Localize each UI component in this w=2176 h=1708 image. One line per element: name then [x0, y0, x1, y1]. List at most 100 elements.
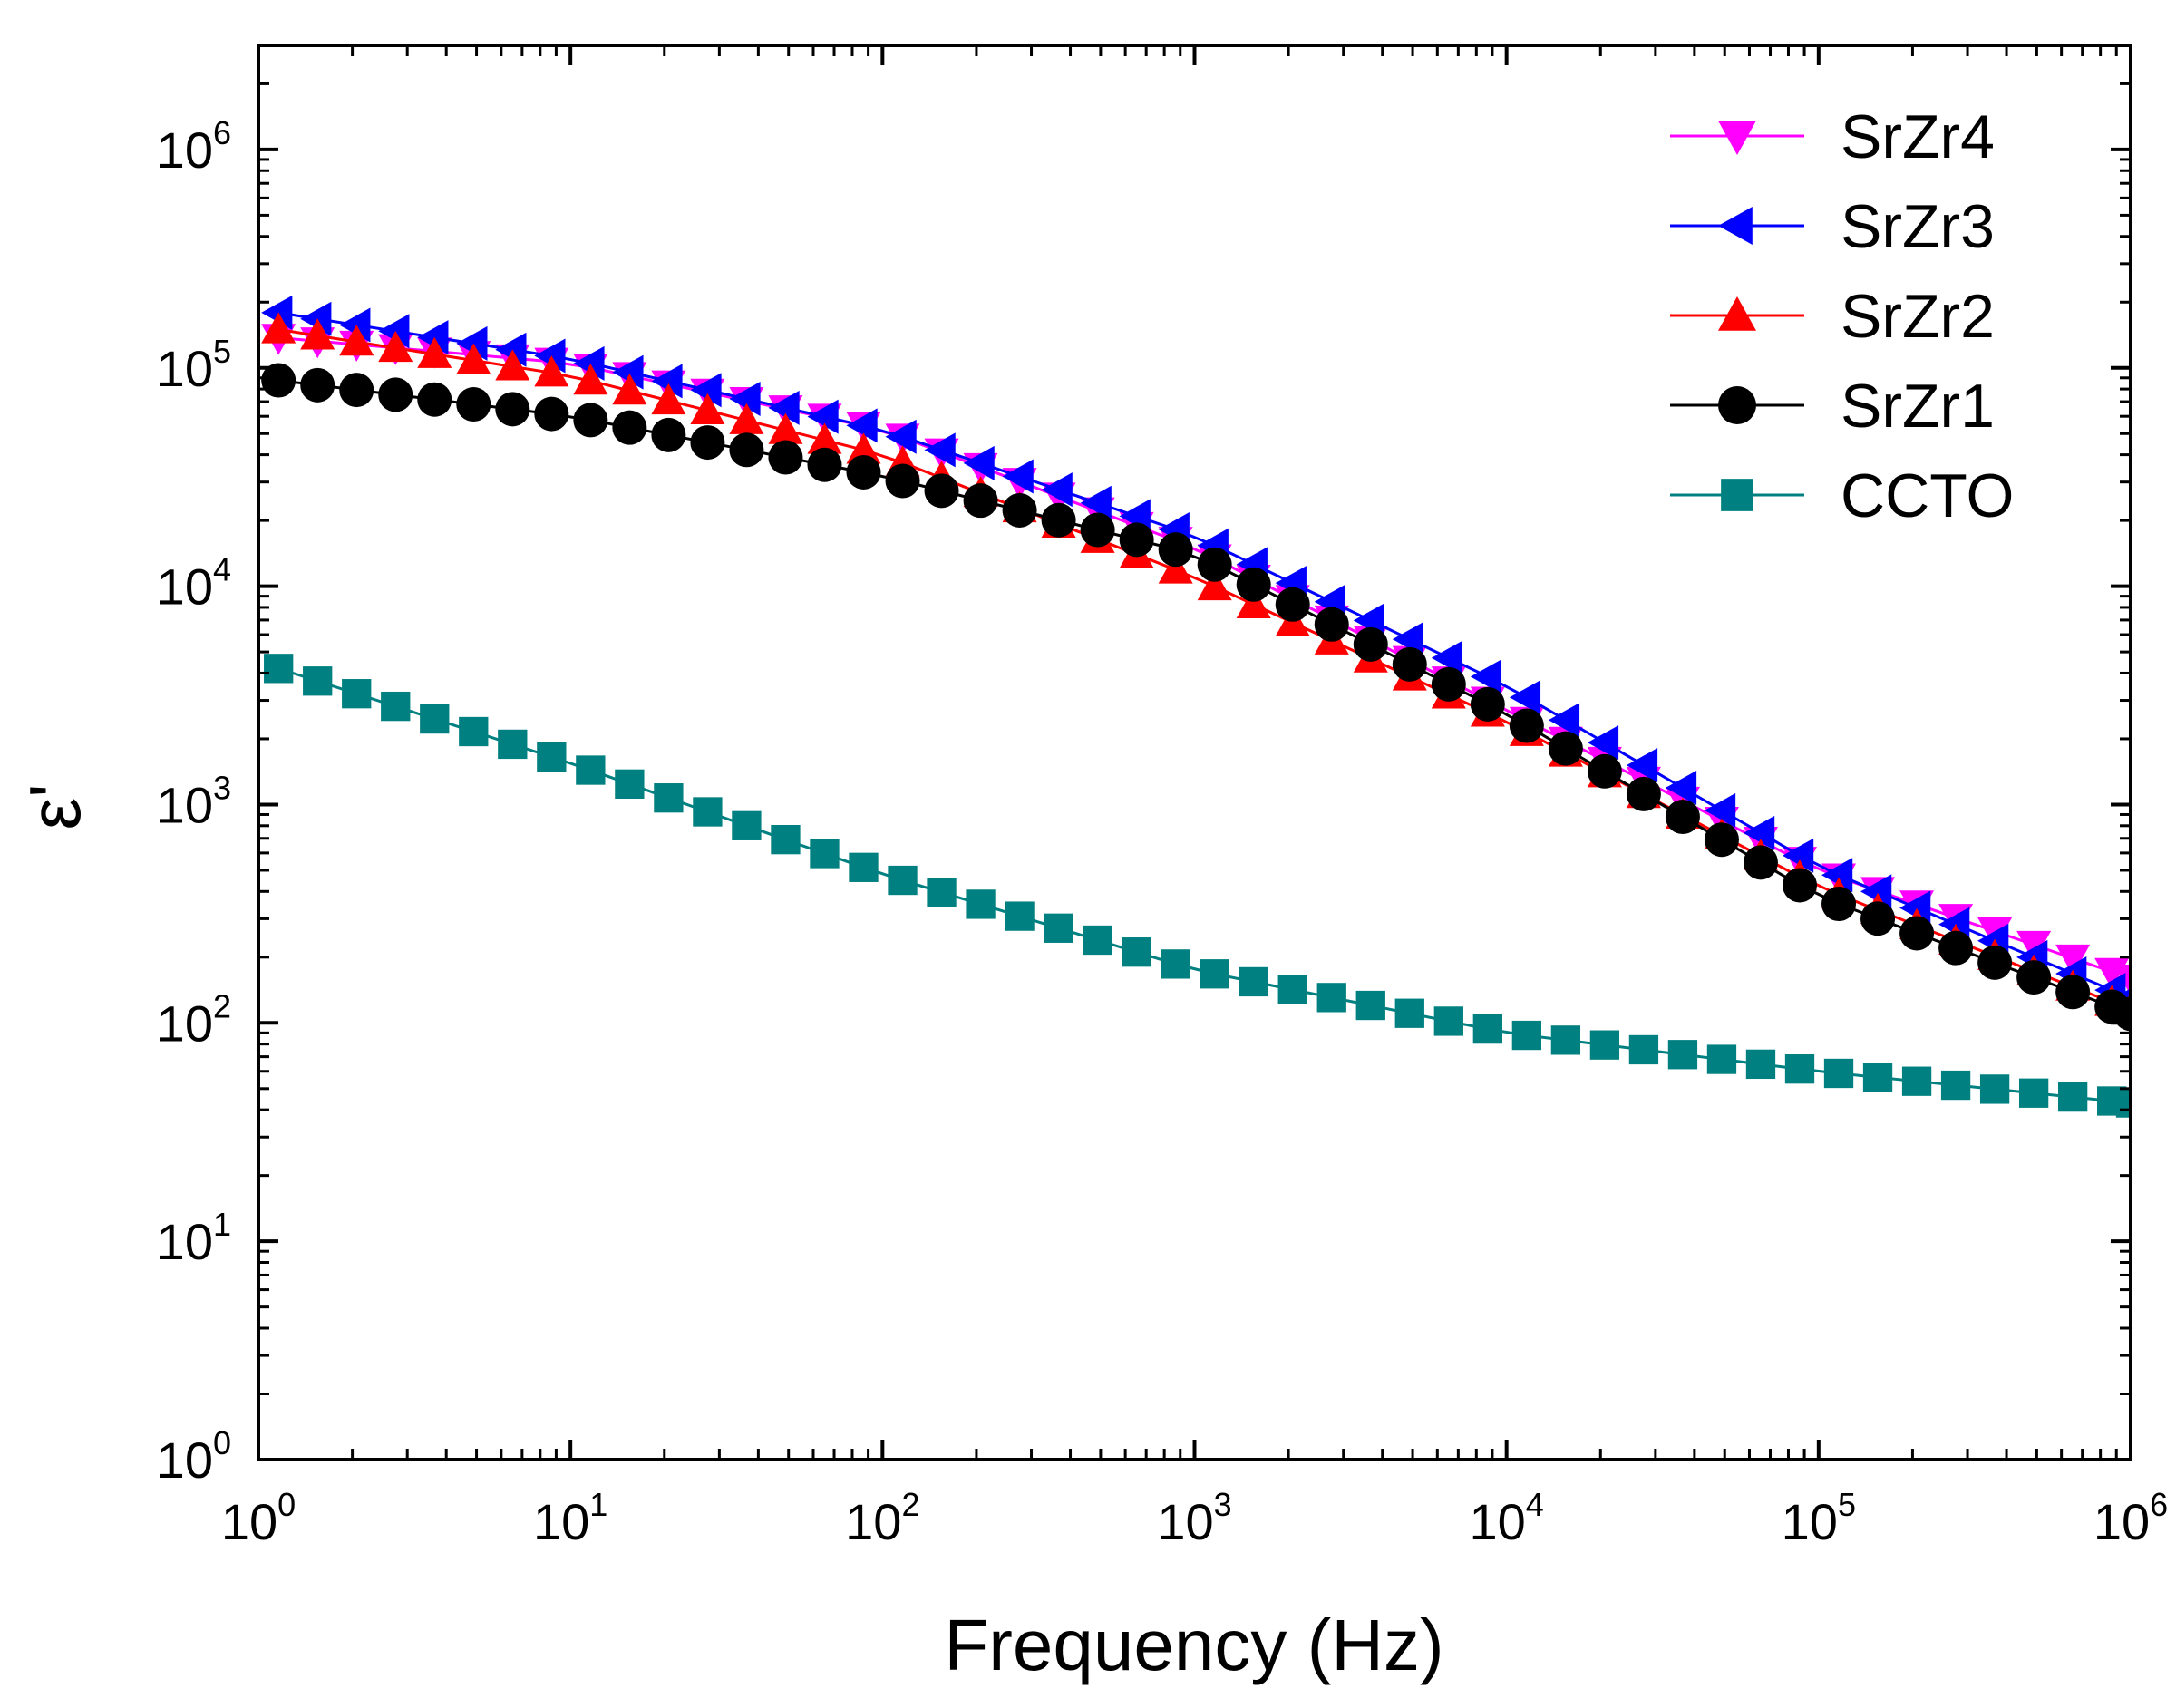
triangle-up-marker — [729, 403, 764, 434]
legend-label: SrZr4 — [1841, 102, 1995, 171]
square-marker — [1550, 1025, 1581, 1055]
circle-marker — [1938, 930, 1974, 966]
circle-marker — [1041, 502, 1076, 538]
circle-marker — [1470, 686, 1505, 722]
triangle-left-marker — [651, 364, 683, 399]
circle-marker — [1509, 708, 1544, 743]
legend-label: SrZr1 — [1841, 372, 1995, 441]
triangle-up-marker — [1158, 552, 1193, 584]
triangle-down-marker — [2055, 944, 2091, 976]
circle-marker — [1431, 666, 1466, 702]
square-marker — [1706, 1044, 1737, 1074]
triangle-left-marker — [1665, 770, 1697, 805]
triangle-left-marker — [339, 307, 371, 343]
series-srzr1 — [261, 363, 2131, 1032]
triangle-left-marker — [1392, 622, 1423, 657]
circle-marker — [456, 387, 491, 422]
triangle-left-marker — [1899, 890, 1931, 926]
triangle-left-marker — [846, 408, 878, 443]
circle-marker — [495, 392, 530, 427]
square-marker — [264, 654, 294, 684]
square-marker — [1667, 1040, 1698, 1070]
legend: SrZr4 SrZr3 SrZr2 SrZr1 CCTO — [1670, 102, 2014, 530]
triangle-left-marker — [690, 373, 722, 408]
circle-marker — [1236, 567, 1271, 602]
triangle-left-marker — [924, 432, 956, 468]
triangle-left-marker — [378, 314, 410, 349]
square-marker — [1044, 913, 1073, 943]
triangle-up-marker — [690, 393, 725, 424]
circle-marker — [807, 447, 842, 482]
triangle-left-marker — [1431, 640, 1463, 675]
x-tick-label: 102 — [845, 1486, 919, 1550]
circle-marker — [534, 396, 569, 432]
legend-label: CCTO — [1841, 461, 2014, 530]
triangle-up-marker — [1718, 296, 1756, 331]
square-marker — [966, 889, 996, 919]
triangle-up-marker — [339, 325, 374, 356]
triangle-left-marker — [1821, 858, 1853, 893]
triangle-left-marker — [300, 301, 332, 336]
square-marker — [1823, 1058, 1854, 1089]
circle-marker — [417, 382, 452, 417]
square-marker — [654, 783, 684, 813]
square-marker — [1862, 1063, 1893, 1092]
legend-item-srzr3: SrZr3 — [1670, 192, 1995, 261]
triangle-left-marker — [1743, 815, 1775, 850]
triangle-left-marker — [807, 399, 839, 434]
square-marker — [1901, 1066, 1932, 1096]
circle-marker — [2016, 960, 2052, 995]
triangle-up-marker — [300, 318, 335, 350]
square-marker — [1745, 1049, 1776, 1080]
legend-label: SrZr2 — [1841, 282, 1995, 351]
square-marker — [771, 825, 801, 855]
triangle-left-marker — [1860, 874, 1892, 909]
x-tick-label: 101 — [533, 1486, 607, 1550]
square-marker — [693, 797, 723, 827]
square-marker — [342, 679, 372, 709]
triangle-left-marker — [1782, 838, 1814, 873]
square-marker — [1200, 959, 1229, 989]
triangle-up-marker — [417, 336, 452, 368]
circle-marker — [1158, 532, 1193, 568]
circle-marker — [2055, 975, 2091, 1010]
square-marker — [1005, 901, 1035, 931]
square-marker — [1239, 966, 1268, 997]
triangle-up-marker — [261, 312, 296, 344]
circle-marker — [1782, 868, 1817, 903]
circle-marker — [300, 367, 335, 403]
triangle-left-marker — [963, 445, 995, 480]
circle-marker — [1899, 916, 1935, 951]
circle-marker — [1353, 626, 1388, 662]
square-marker — [1628, 1034, 1659, 1065]
circle-marker — [1718, 386, 1756, 424]
triangle-up-marker — [378, 330, 413, 363]
square-marker — [1277, 975, 1307, 1004]
y-tick-label: 104 — [157, 551, 231, 616]
circle-marker — [378, 377, 413, 412]
square-marker — [303, 666, 333, 696]
circle-marker — [261, 363, 296, 398]
y-axis-title: ε' — [15, 784, 95, 830]
tick-labels: 100 101 102 103 104 105 106 100 101 102 103 104 105 1… — [157, 114, 2168, 1550]
legend-item-srzr4: SrZr4 — [1670, 102, 1995, 171]
circle-marker — [612, 410, 647, 445]
triangle-down-marker — [1718, 121, 1756, 155]
legend-label: SrZr3 — [1841, 192, 1995, 261]
square-marker — [498, 729, 528, 760]
circle-marker — [924, 473, 959, 509]
square-marker — [2057, 1082, 2088, 1112]
circle-marker — [885, 463, 920, 499]
series-srzr3 — [261, 295, 2131, 1008]
square-marker — [1161, 949, 1190, 979]
y-tick-label: 106 — [157, 114, 231, 179]
circle-marker — [1665, 800, 1700, 835]
triangle-up-marker — [651, 383, 686, 415]
circle-marker — [573, 403, 608, 438]
square-marker — [888, 865, 918, 896]
circle-marker — [651, 417, 686, 452]
triangle-left-marker — [1548, 703, 1580, 738]
circle-marker — [690, 425, 725, 461]
triangle-left-marker — [261, 295, 293, 330]
circle-marker — [1119, 522, 1154, 558]
